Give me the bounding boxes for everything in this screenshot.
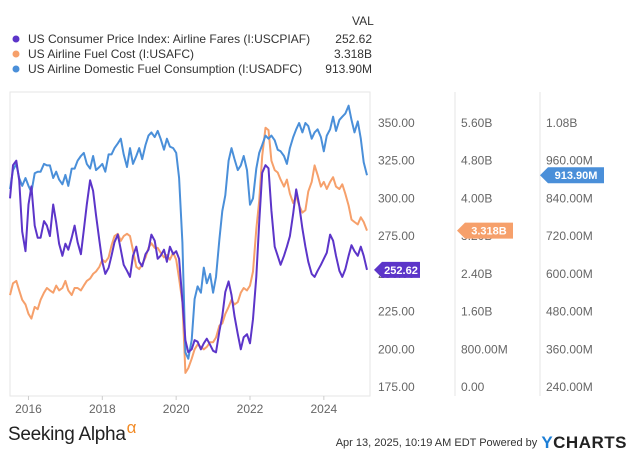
- ycharts-y: Y: [541, 433, 554, 452]
- y-tick-label: 325.00: [378, 154, 415, 168]
- seeking-alpha-brand: Seeking Alpha: [8, 424, 126, 445]
- legend-marker-cpi: [12, 35, 20, 43]
- y-tick-label: 360.00M: [546, 342, 593, 356]
- y-tick-label: 240.00M: [546, 380, 593, 394]
- legend-value-fuel-consumption: 913.90M: [325, 62, 372, 76]
- alpha-icon: α: [126, 418, 137, 437]
- y-tick-label: 350.00: [378, 116, 415, 130]
- y-tick-label: 840.00M: [546, 191, 593, 205]
- legend-val-header: VAL: [352, 14, 374, 28]
- fuel-consumption-value-badge: 913.90M: [540, 167, 604, 184]
- y-tick-label: 2.40B: [461, 267, 492, 281]
- y-tick-label: 720.00M: [546, 229, 593, 243]
- ycharts-logo: YCHARTS: [541, 433, 627, 453]
- legend-label-fuel-consumption: US Airline Domestic Fuel Consumption (I:…: [28, 62, 302, 76]
- y-tick-label: 275.00: [378, 229, 415, 243]
- y-tick-label: 960.00M: [546, 154, 593, 168]
- value-badges: 252.62 3.318B 913.90M: [374, 167, 604, 278]
- y-axes: 175.00200.00225.00250.00275.00300.00325.…: [378, 116, 593, 394]
- y-tick-label: 480.00M: [546, 305, 593, 319]
- series-lines: [9, 104, 368, 374]
- y-tick-label: 1.60B: [461, 305, 492, 319]
- seeking-alpha-logo: Seeking Alphaα: [8, 418, 136, 446]
- badge-label: 3.318B: [471, 226, 507, 238]
- legend-label-cpi: US Consumer Price Index: Airline Fares (…: [28, 32, 310, 46]
- legend-value-cpi: 252.62: [335, 32, 372, 46]
- y-tick-label: 600.00M: [546, 267, 593, 281]
- badge-label: 913.90M: [555, 170, 598, 182]
- y-tick-label: 200.00: [378, 342, 415, 356]
- cpi-airline-fares-line: [9, 159, 368, 354]
- y-tick-label: 0.00: [461, 380, 485, 394]
- y-tick-label: 225.00: [378, 305, 415, 319]
- y-tick-label: 800.00M: [461, 342, 508, 356]
- x-tick-label: 2020: [163, 402, 190, 416]
- y-tick-label: 4.00B: [461, 191, 492, 205]
- y-tick-label: 1.08B: [546, 116, 577, 130]
- fuel-cost-value-badge: 3.318B: [457, 222, 513, 239]
- legend: US Consumer Price Index: Airline Fares (…: [12, 32, 372, 76]
- y-tick-label: 4.80B: [461, 154, 492, 168]
- x-tick-label: 2022: [237, 402, 264, 416]
- ycharts-wordmark: CHARTS: [553, 433, 627, 452]
- x-tick-label: 2024: [310, 402, 337, 416]
- timestamp-text: Apr 13, 2025, 10:19 AM EDT Powered by: [335, 437, 538, 449]
- footer-credit: Apr 13, 2025, 10:19 AM EDT Powered by YC…: [336, 433, 627, 453]
- y-tick-label: 300.00: [378, 191, 415, 205]
- x-tick-label: 2016: [15, 402, 42, 416]
- legend-label-fuel-cost: US Airline Fuel Cost (I:USAFC): [28, 47, 194, 61]
- airline-fuel-cost-line: [9, 126, 368, 374]
- cpi-value-badge: 252.62: [374, 261, 420, 278]
- x-axis: 2016 2018 2020 2022 2024: [15, 396, 338, 416]
- x-tick-label: 2018: [89, 402, 116, 416]
- badge-label: 252.62: [384, 265, 418, 277]
- legend-value-fuel-cost: 3.318B: [334, 47, 372, 61]
- legend-marker-fuel-cost: [12, 50, 20, 58]
- airline-fuel-consumption-line: [9, 104, 368, 360]
- y-tick-label: 175.00: [378, 380, 415, 394]
- y-tick-label: 5.60B: [461, 116, 492, 130]
- legend-marker-fuel-consumption: [12, 65, 20, 73]
